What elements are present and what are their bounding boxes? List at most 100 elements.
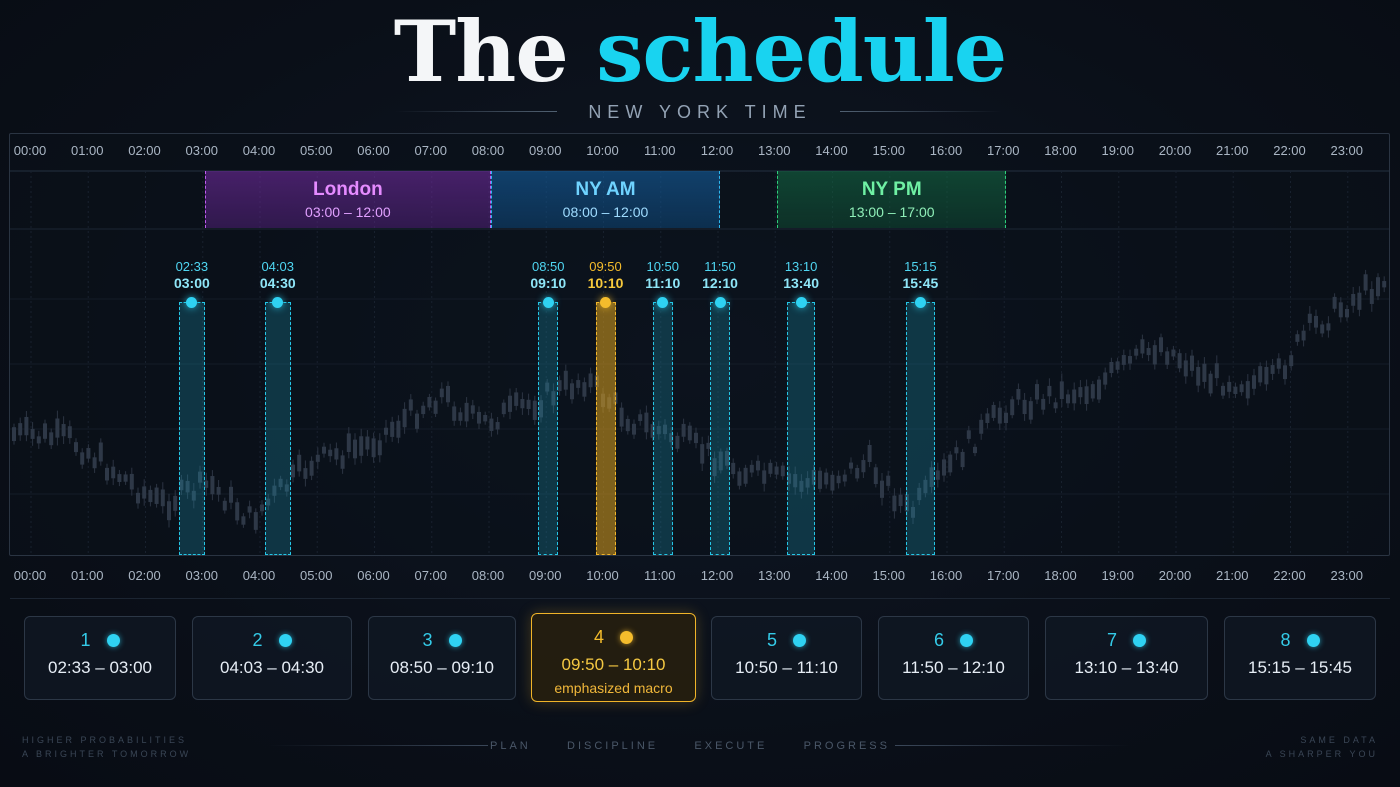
macro-end-time: 15:45 <box>902 275 939 291</box>
card-time-range: 04:03 – 04:30 <box>220 658 324 677</box>
candle-body <box>55 418 60 438</box>
footer-divider-left <box>268 745 488 746</box>
candle-body <box>18 423 23 436</box>
candle-body <box>1140 339 1145 354</box>
candle-body <box>917 487 922 501</box>
candle-body <box>923 479 928 494</box>
macro-card-8[interactable]: 8 15:15 – 15:45 <box>1224 616 1376 700</box>
candle-body <box>619 407 624 427</box>
candle-body <box>353 439 357 459</box>
candle-body <box>1128 356 1132 364</box>
macro-marker-dot <box>795 297 807 308</box>
candle-body <box>86 448 91 459</box>
candle-body <box>235 502 240 521</box>
footer-left-line1: HIGHER PROBABILITIES <box>22 735 188 745</box>
candle-body <box>1196 366 1201 386</box>
bottom-tick-label: 22:00 <box>1273 568 1306 583</box>
candle-body <box>322 446 326 454</box>
section-divider <box>10 598 1390 599</box>
candle-body <box>260 504 264 512</box>
candle-body <box>842 474 847 482</box>
footer-word-discipline: DISCIPLINE <box>567 740 659 752</box>
candle-body <box>198 471 202 483</box>
bottom-tick-label: 03:00 <box>185 568 219 583</box>
card-number-row: 3 <box>369 629 515 651</box>
candle-body <box>886 475 891 486</box>
card-time-range: 13:10 – 13:40 <box>1074 658 1179 677</box>
status-dot-icon <box>960 633 973 647</box>
candle-body <box>36 436 41 444</box>
candle-body <box>1283 365 1287 380</box>
macro-window-label: 13:10 13:40 <box>766 259 836 292</box>
candle-body <box>774 466 779 475</box>
session-ny-pm: NY PM 13:00 – 17:00 <box>777 171 1007 228</box>
candle-body <box>973 446 977 454</box>
candle-body <box>365 436 370 450</box>
top-tick-label: 18:00 <box>1044 143 1077 158</box>
macro-card-5[interactable]: 5 10:50 – 11:10 <box>711 616 862 700</box>
candle-body <box>694 432 698 444</box>
macro-card-3[interactable]: 3 08:50 – 09:10 <box>368 616 516 700</box>
candle-body <box>824 472 829 485</box>
card-number: 6 <box>933 630 944 650</box>
candle-body <box>74 442 78 453</box>
candle-body <box>1307 313 1312 323</box>
bottom-tick-label: 23:00 <box>1330 568 1364 583</box>
candle-body <box>160 489 165 507</box>
macro-card-4[interactable]: 4 09:50 – 10:10 emphasized macro <box>531 613 696 702</box>
candle-body <box>309 460 314 476</box>
candle-body <box>749 464 754 473</box>
candle-body <box>477 411 481 424</box>
card-number: 1 <box>80 630 91 650</box>
candle-body <box>1270 365 1275 374</box>
macro-marker-dot <box>914 297 926 308</box>
bottom-tick-label: 12:00 <box>700 568 734 583</box>
card-number: 8 <box>1280 630 1291 650</box>
top-tick-label: 00:00 <box>13 143 47 158</box>
footer-motto: PLAN DISCIPLINE EXECUTE PROGRESS <box>490 739 890 753</box>
candle-body <box>948 454 953 473</box>
macro-window-label: 02:33 03:00 <box>157 259 227 292</box>
footer-word-execute: EXECUTE <box>694 740 768 752</box>
macro-card-7[interactable]: 7 13:10 – 13:40 <box>1045 616 1208 700</box>
candle-body <box>1016 389 1021 400</box>
candle-body <box>632 423 636 435</box>
candle-body <box>1115 361 1120 370</box>
candle-body <box>371 438 376 458</box>
macro-marker-dot <box>272 297 284 308</box>
candle-body <box>855 467 860 479</box>
candle-body <box>241 516 246 525</box>
candle-body <box>1134 348 1139 356</box>
status-dot-icon <box>448 633 462 647</box>
top-tick-label: 05:00 <box>299 143 333 158</box>
macro-card-2[interactable]: 2 04:03 – 04:30 <box>192 616 352 700</box>
candle-body <box>328 449 333 457</box>
candle-body <box>1264 366 1269 385</box>
candle-body <box>222 500 227 511</box>
candle-body <box>762 470 767 484</box>
candle-body <box>117 474 122 482</box>
macro-window-label: 04:03 04:30 <box>243 259 313 292</box>
macro-card-1[interactable]: 1 02:33 – 03:00 <box>24 616 176 700</box>
candle-body <box>1165 351 1170 365</box>
candle-body <box>1363 274 1368 291</box>
macro-card-6[interactable]: 6 11:50 – 12:10 <box>878 616 1029 700</box>
candle-body <box>1252 375 1256 389</box>
candle-body <box>551 391 556 406</box>
macro-start-time: 10:50 <box>646 259 680 274</box>
candle-body <box>867 444 872 463</box>
top-tick-label: 06:00 <box>357 143 390 158</box>
card-time-range: 02:33 – 03:00 <box>48 658 152 677</box>
candle-body <box>495 422 500 430</box>
candle-body <box>780 465 785 477</box>
candle-body <box>1072 389 1077 404</box>
candle-body <box>638 414 643 421</box>
macro-end-time: 13:40 <box>783 275 819 291</box>
candle-body <box>191 490 196 501</box>
bottom-tick-label: 04:00 <box>242 568 276 583</box>
macro-window-3 <box>538 302 559 555</box>
top-tick-label: 07:00 <box>414 143 448 158</box>
candle-body <box>1276 358 1281 369</box>
candle-body <box>570 383 574 400</box>
top-tick-label: 10:00 <box>586 143 619 158</box>
